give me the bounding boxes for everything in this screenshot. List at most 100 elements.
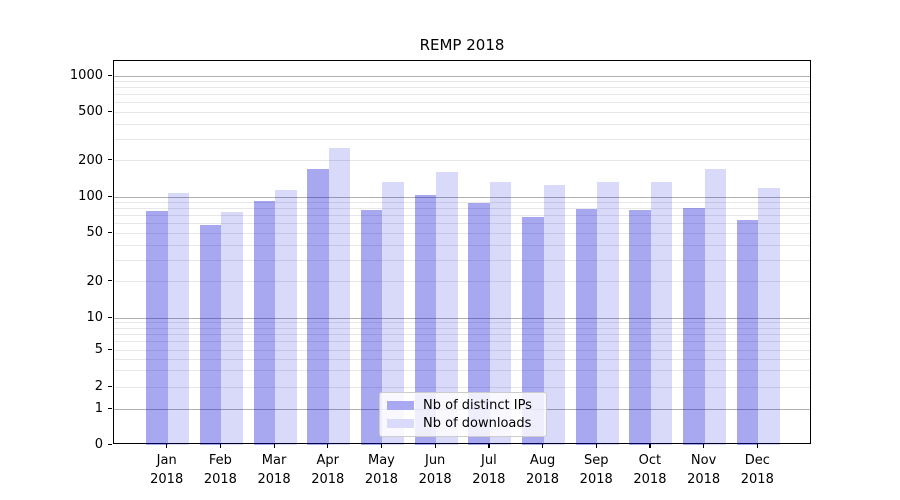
gridline-200 xyxy=(114,160,810,162)
y-tick-5 xyxy=(108,348,112,350)
y-tick-label-1: 1 xyxy=(94,401,103,416)
year-label: 2018 xyxy=(311,472,345,487)
x-tick-label-jan-2018: Jan 2018 xyxy=(137,451,197,489)
month-label: Nov xyxy=(690,453,717,468)
gridline-6 xyxy=(114,341,810,343)
month-label: Mar xyxy=(261,453,287,468)
x-tick-label-mar-2018: Mar 2018 xyxy=(244,451,304,489)
legend-swatch-downloads xyxy=(387,418,414,428)
gridline-800 xyxy=(114,87,810,89)
gridline-2 xyxy=(114,386,810,388)
x-tick-label-feb-2018: Feb 2018 xyxy=(190,451,250,489)
legend: Nb of distinct IPs Nb of downloads xyxy=(379,392,547,437)
legend-label: Nb of distinct IPs xyxy=(423,398,532,414)
x-tick-label-oct-2018: Oct 2018 xyxy=(620,451,680,489)
y-tick-1 xyxy=(108,407,112,409)
year-label: 2018 xyxy=(418,472,452,487)
bar-apr-2018-distinct-ips xyxy=(307,169,329,445)
y-tick-label-5: 5 xyxy=(94,342,103,358)
year-label: 2018 xyxy=(579,472,613,487)
bar-jan-2018-downloads xyxy=(167,193,190,445)
gridline-60 xyxy=(114,223,810,225)
month-label: Aug xyxy=(529,453,556,468)
bar-jan-2018-distinct-ips xyxy=(146,210,168,445)
bar-aug-2018-distinct-ips xyxy=(522,217,544,445)
x-tick-jan xyxy=(166,444,168,448)
y-tick-label-200: 200 xyxy=(78,152,103,168)
bar-may-2018-downloads xyxy=(382,182,404,445)
gridline-10 xyxy=(114,317,810,319)
gridline-30 xyxy=(114,259,810,261)
gridline-70 xyxy=(114,215,810,217)
gridline-1000 xyxy=(114,75,810,77)
bar-jul-2018-distinct-ips xyxy=(468,202,490,445)
bar-aug-2018-downloads xyxy=(543,185,566,445)
chart-title: REMP 2018 xyxy=(419,36,505,54)
month-label: Feb xyxy=(208,453,232,468)
bar-may-2018-distinct-ips xyxy=(360,210,383,445)
legend-item: Nb of distinct IPs xyxy=(387,397,538,415)
gridline-600 xyxy=(114,102,810,104)
y-tick-2 xyxy=(108,385,112,387)
gridline-4 xyxy=(114,358,810,360)
y-tick-label-20: 20 xyxy=(86,273,103,289)
month-label: Dec xyxy=(744,453,770,468)
year-label: 2018 xyxy=(525,472,560,487)
y-tick-label-0: 0 xyxy=(94,437,103,452)
gridline-300 xyxy=(114,138,810,140)
gridline-3 xyxy=(114,370,810,372)
gridline-7 xyxy=(114,334,810,336)
y-tick-100 xyxy=(108,195,112,197)
gridline-900 xyxy=(114,81,810,83)
month-label: Jan xyxy=(156,453,177,468)
month-label: Oct xyxy=(638,453,662,468)
bar-sep-2018-distinct-ips xyxy=(575,209,598,445)
gridline-40 xyxy=(114,244,810,246)
bar-feb-2018-distinct-ips xyxy=(199,224,222,445)
legend-swatch-distinct-ips xyxy=(387,401,414,411)
year-label: 2018 xyxy=(633,472,667,487)
month-label: Jun xyxy=(424,453,446,468)
x-tick-aug xyxy=(542,444,544,448)
month-label: Sep xyxy=(583,453,609,468)
month-label: May xyxy=(368,453,395,468)
year-label: 2018 xyxy=(740,472,774,487)
bar-nov-2018-distinct-ips xyxy=(683,208,705,445)
x-tick-label-jun-2018: Jun 2018 xyxy=(405,451,465,489)
y-tick-50 xyxy=(108,231,112,234)
legend-label: Nb of downloads xyxy=(423,415,532,431)
x-tick-feb xyxy=(219,444,222,448)
x-tick-label-dec-2018: Dec 2018 xyxy=(727,451,787,489)
bar-sep-2018-downloads xyxy=(597,182,619,445)
gridline-90 xyxy=(114,202,810,204)
x-tick-jul xyxy=(488,444,490,448)
x-tick-may xyxy=(380,444,383,448)
month-label: Apr xyxy=(316,453,340,468)
year-label: 2018 xyxy=(257,472,291,487)
x-tick-label-apr-2018: Apr 2018 xyxy=(298,451,358,489)
gridline-80 xyxy=(114,208,810,210)
bar-jun-2018-downloads xyxy=(436,172,458,445)
y-tick-10 xyxy=(108,316,112,318)
bar-nov-2018-downloads xyxy=(704,168,727,445)
bar-feb-2018-downloads xyxy=(221,212,243,445)
y-tick-label-10: 10 xyxy=(86,310,103,325)
bar-apr-2018-downloads xyxy=(328,148,351,445)
legend-item: Nb of downloads xyxy=(387,415,538,433)
y-tick-label-500: 500 xyxy=(78,104,103,120)
gridline-5 xyxy=(114,349,810,351)
bar-oct-2018-downloads xyxy=(650,182,673,445)
x-tick-nov xyxy=(703,444,705,448)
year-label: 2018 xyxy=(472,472,506,487)
x-tick-apr xyxy=(327,444,329,448)
y-tick-200 xyxy=(108,159,112,161)
gridline-50 xyxy=(114,232,810,234)
gridline-500 xyxy=(114,111,810,113)
y-tick-20 xyxy=(108,280,112,282)
bar-dec-2018-downloads xyxy=(758,188,780,445)
year-label: 2018 xyxy=(203,472,237,487)
x-tick-dec xyxy=(756,444,758,448)
y-tick-500 xyxy=(108,110,112,113)
gridline-9 xyxy=(114,322,810,324)
